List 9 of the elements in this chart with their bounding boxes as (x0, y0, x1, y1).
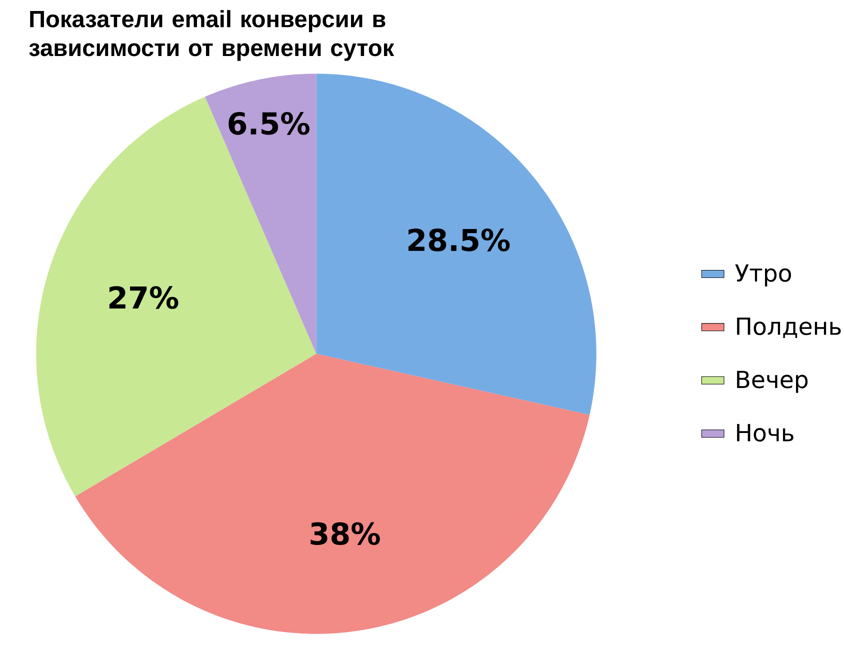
legend-label: Утро (735, 264, 791, 287)
data-label: 6.5% (228, 112, 310, 136)
chart-title: Показатели email конверсии в зависимости от времени суток (29, 10, 394, 62)
data-label: 38% (310, 522, 380, 546)
legend-label: Полдень (737, 318, 841, 338)
data-label: 27% (109, 286, 178, 310)
legend-label: Вечер (737, 371, 808, 394)
data-label: 28.5% (408, 228, 510, 252)
legend-label: Ночь (737, 424, 794, 442)
